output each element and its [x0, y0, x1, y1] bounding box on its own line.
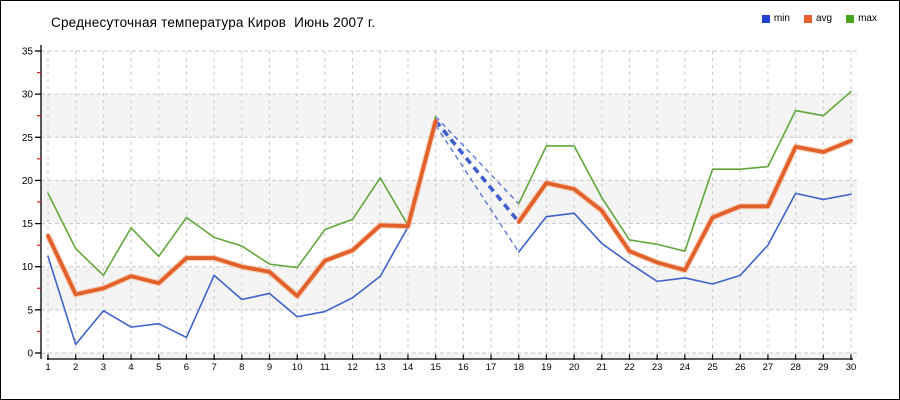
- x-tick-label: 26: [735, 362, 746, 373]
- x-tick-label: 12: [347, 362, 358, 373]
- avg-series-swatch-icon: [803, 14, 812, 23]
- y-tick-label: 25: [22, 133, 34, 144]
- x-tick-label: 14: [403, 362, 414, 373]
- background-band: [41, 266, 857, 310]
- legend-label-max: max: [858, 13, 877, 24]
- y-tick-label: 10: [22, 262, 34, 273]
- background-band-below-zero: [41, 353, 857, 359]
- x-tick-label: 8: [239, 362, 244, 373]
- legend-label-avg: avg: [815, 13, 833, 24]
- chart-title: Среднесуточная температура Киров Июнь 20…: [51, 15, 376, 30]
- x-tick-label: 25: [707, 362, 718, 373]
- legend: min avg max: [761, 13, 877, 24]
- x-tick-label: 2: [73, 362, 78, 373]
- min-series-swatch-icon: [761, 14, 770, 23]
- min-temperature-line: [517, 192, 852, 285]
- x-tick-label: 19: [541, 362, 552, 373]
- x-tick-label: 11: [320, 362, 330, 373]
- x-tick-label: 21: [597, 362, 608, 373]
- avg-temperature-line: [516, 138, 853, 273]
- y-tick-label: 30: [22, 90, 34, 101]
- x-tick-label: 24: [680, 362, 691, 373]
- x-tick-label: 6: [184, 362, 189, 373]
- legend-label-min: min: [773, 13, 790, 24]
- x-tick-label: 7: [211, 362, 216, 373]
- x-tick-label: 20: [569, 362, 580, 373]
- missing-data-dashed-segment-max: [435, 116, 520, 205]
- y-tick-label: 20: [22, 176, 34, 187]
- x-tick-label: 5: [156, 362, 161, 373]
- legend-item-min: min: [761, 13, 790, 24]
- missing-data-dashed-segment-min: [435, 124, 520, 253]
- avg-temperature-line: [46, 118, 438, 298]
- legend-item-max: max: [846, 13, 877, 24]
- x-tick-label: 4: [128, 362, 133, 373]
- x-tick-label: 27: [763, 362, 774, 373]
- x-tick-label: 29: [818, 362, 829, 373]
- max-temperature-line: [517, 90, 852, 252]
- y-tick-label: 35: [22, 47, 34, 58]
- x-tick-label: 15: [430, 362, 441, 373]
- y-tick-label: 5: [27, 305, 33, 316]
- legend-item-avg: avg: [803, 13, 833, 24]
- max-series-swatch-icon: [846, 14, 855, 23]
- x-tick-label: 13: [375, 362, 386, 373]
- x-tick-label: 16: [458, 362, 469, 373]
- x-tick-label: 18: [513, 362, 524, 373]
- x-tick-label: 9: [267, 362, 272, 373]
- y-tick-label: 0: [27, 349, 33, 360]
- missing-data-dashed-segment-avg: [434, 119, 521, 223]
- x-tick-label: 3: [101, 362, 106, 373]
- x-tick-label: 22: [624, 362, 635, 373]
- x-tick-label: 23: [652, 362, 663, 373]
- x-tick-label: 17: [486, 362, 497, 373]
- x-tick-label: 30: [846, 362, 857, 373]
- x-tick-label: 28: [790, 362, 801, 373]
- min-temperature-line: [47, 124, 437, 346]
- background-band: [41, 180, 857, 224]
- x-tick-label: 1: [45, 362, 50, 373]
- x-tick-label: 10: [292, 362, 303, 373]
- y-tick-label: 15: [22, 219, 34, 230]
- max-temperature-line: [47, 115, 437, 277]
